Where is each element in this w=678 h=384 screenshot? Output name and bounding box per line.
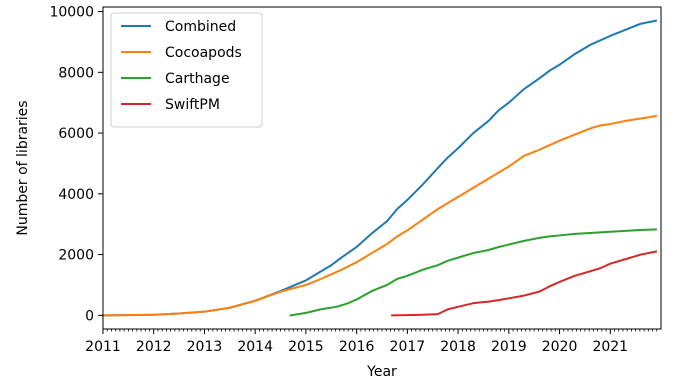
- legend-label-swiftpm: SwiftPM: [165, 97, 220, 113]
- x-axis-label: Year: [366, 364, 397, 380]
- x-tick-label: 2018: [440, 339, 476, 355]
- x-tick-label: 2013: [187, 339, 223, 355]
- series-line-swiftpm: [391, 250, 658, 317]
- y-tick-label: 6000: [58, 126, 94, 142]
- legend-label-carthage: Carthage: [165, 71, 230, 87]
- legend-label-combined: Combined: [165, 19, 236, 35]
- y-tick-label: 10000: [49, 5, 94, 21]
- y-tick-label: 2000: [58, 248, 94, 264]
- legend-box: [110, 12, 263, 128]
- y-tick-label: 0: [85, 308, 94, 324]
- series-line-carthage: [289, 228, 657, 317]
- y-axis: 0 2000 4000 6000 8000 10000: [49, 5, 103, 324]
- x-axis: 2011 2012 2013 2014 2015 2016 2017 2018 2019 2020…: [85, 329, 658, 355]
- y-tick-label: 4000: [58, 187, 94, 203]
- x-tick-label: 2016: [339, 339, 375, 355]
- plot-lines: [101, 19, 658, 317]
- x-tick-label: 2014: [237, 339, 273, 355]
- series-line-cocoapods: [101, 114, 658, 317]
- x-tick-label: 2019: [491, 339, 527, 355]
- x-tick-label: 2021: [592, 339, 628, 355]
- y-tick-label: 8000: [58, 65, 94, 81]
- x-tick-label: 2017: [390, 339, 426, 355]
- y-axis-label: Number of libraries: [15, 100, 31, 235]
- legend: Combined Cocoapods Carthage SwiftPM: [110, 12, 263, 128]
- x-tick-label: 2020: [542, 339, 578, 355]
- legend-label-cocoapods: Cocoapods: [165, 45, 242, 61]
- x-tick-label: 2011: [85, 339, 121, 355]
- x-tick-label: 2012: [136, 339, 172, 355]
- x-tick-label: 2015: [288, 339, 324, 355]
